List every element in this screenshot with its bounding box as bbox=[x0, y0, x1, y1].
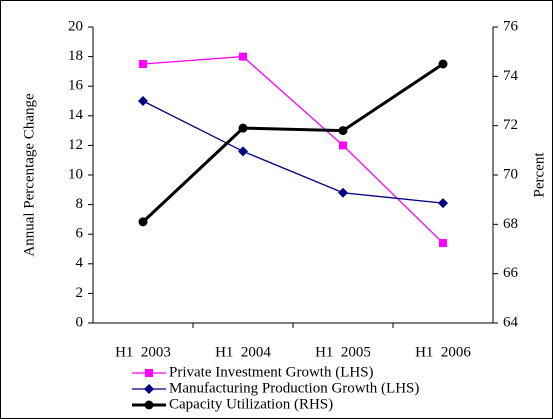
y-tick-label: 12 bbox=[68, 137, 83, 153]
point bbox=[439, 239, 447, 248]
point bbox=[238, 146, 248, 157]
point bbox=[138, 217, 148, 227]
y-axis-label: Annual Percentage Change bbox=[21, 93, 37, 257]
x-tick-label: H1 2006 bbox=[415, 344, 471, 360]
y2-tick-label: 64 bbox=[503, 314, 519, 330]
point bbox=[338, 187, 348, 198]
x-tick-label: H1 2003 bbox=[115, 344, 171, 360]
legend-label: Capacity Utilization (RHS) bbox=[169, 396, 333, 412]
y-tick-label: 2 bbox=[76, 285, 84, 301]
y2-tick-label: 70 bbox=[503, 166, 518, 182]
point bbox=[139, 60, 147, 68]
y-tick-label: 0 bbox=[76, 314, 84, 330]
y2-tick-label: 74 bbox=[503, 68, 519, 84]
point bbox=[144, 384, 154, 394]
point bbox=[338, 126, 348, 136]
legend-label: Manufacturing Production Growth (LHS) bbox=[169, 380, 419, 396]
x-tick-label: H1 2004 bbox=[215, 344, 271, 360]
point bbox=[238, 123, 248, 133]
y-tick-label: 6 bbox=[76, 226, 84, 242]
point bbox=[239, 52, 247, 61]
y2-tick-label: 72 bbox=[503, 117, 518, 133]
y-tick-label: 14 bbox=[68, 107, 84, 123]
point bbox=[144, 400, 154, 410]
point bbox=[138, 96, 148, 106]
point bbox=[145, 369, 153, 377]
point bbox=[438, 59, 448, 69]
x-tick-label: H1 2005 bbox=[315, 344, 371, 360]
legend-label: Private Investment Growth (LHS) bbox=[169, 364, 374, 380]
y-tick-label: 10 bbox=[68, 166, 83, 182]
y-tick-label: 18 bbox=[68, 48, 83, 64]
y-tick-label: 20 bbox=[68, 18, 83, 34]
point bbox=[339, 141, 347, 150]
y2-axis-label: Percent bbox=[531, 152, 547, 198]
series-line bbox=[142, 55, 444, 244]
y2-tick-label: 76 bbox=[503, 18, 519, 34]
y2-tick-label: 66 bbox=[503, 265, 519, 281]
y2-tick-label: 68 bbox=[503, 216, 518, 232]
series-line bbox=[141, 62, 444, 223]
series-line bbox=[142, 100, 444, 204]
y-tick-label: 8 bbox=[76, 196, 84, 212]
point bbox=[438, 198, 448, 209]
y-tick-label: 16 bbox=[68, 78, 84, 94]
y-tick-label: 4 bbox=[76, 255, 84, 271]
